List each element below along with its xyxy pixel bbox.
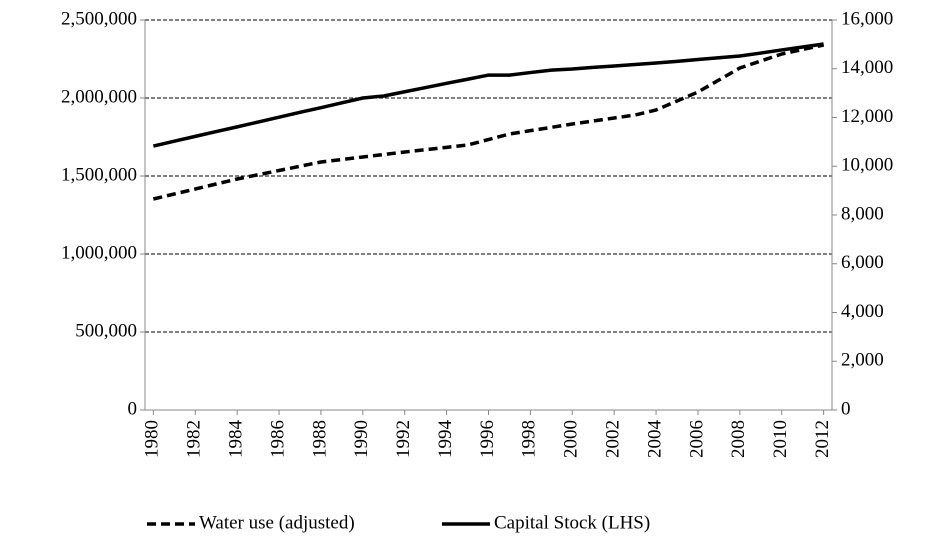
x-tick-label: 2008	[728, 420, 749, 458]
y2-tick-label: 6,000	[841, 252, 884, 273]
x-tick-label: 1994	[435, 420, 456, 459]
x-tick-label: 1996	[477, 420, 498, 458]
x-tick-label: 1998	[519, 420, 540, 458]
x-tick-label: 2000	[561, 420, 582, 458]
series-line	[152, 43, 824, 201]
y2-tick-label: 14,000	[841, 57, 893, 78]
y-tick-label: 500,000	[75, 320, 137, 341]
y-tick-label: 1,000,000	[61, 242, 137, 263]
x-tick-label: 1990	[351, 420, 372, 458]
x-tick-label: 1988	[309, 420, 330, 458]
series-line	[152, 42, 824, 148]
y-tick-label: 1,500,000	[61, 164, 137, 185]
x-tick-label: 2006	[686, 420, 707, 458]
x-tick-label: 1984	[226, 420, 247, 459]
legend-label: Capital Stock (LHS)	[494, 512, 650, 533]
y2-tick-label: 12,000	[841, 106, 893, 127]
x-tick-label: 2002	[603, 420, 624, 458]
x-tick-label: 1992	[393, 420, 414, 458]
y2-tick-label: 0	[841, 398, 851, 419]
y2-tick-label: 2,000	[841, 350, 884, 371]
x-tick-label: 1982	[184, 420, 205, 458]
x-tick-label: 2004	[644, 420, 665, 459]
x-tick-label: 1986	[267, 420, 288, 458]
y2-tick-label: 10,000	[841, 155, 893, 176]
y2-tick-label: 4,000	[841, 301, 884, 322]
y-tick-label: 0	[128, 398, 138, 419]
x-tick-label: 2012	[812, 420, 833, 458]
y2-tick-label: 8,000	[841, 203, 884, 224]
x-tick-label: 2010	[770, 420, 791, 458]
x-tick-label: 1980	[142, 420, 163, 458]
y-tick-label: 2,500,000	[61, 8, 137, 29]
y2-tick-label: 16,000	[841, 8, 893, 29]
y-tick-label: 2,000,000	[61, 86, 137, 107]
legend-label: Water use (adjusted)	[199, 512, 355, 533]
